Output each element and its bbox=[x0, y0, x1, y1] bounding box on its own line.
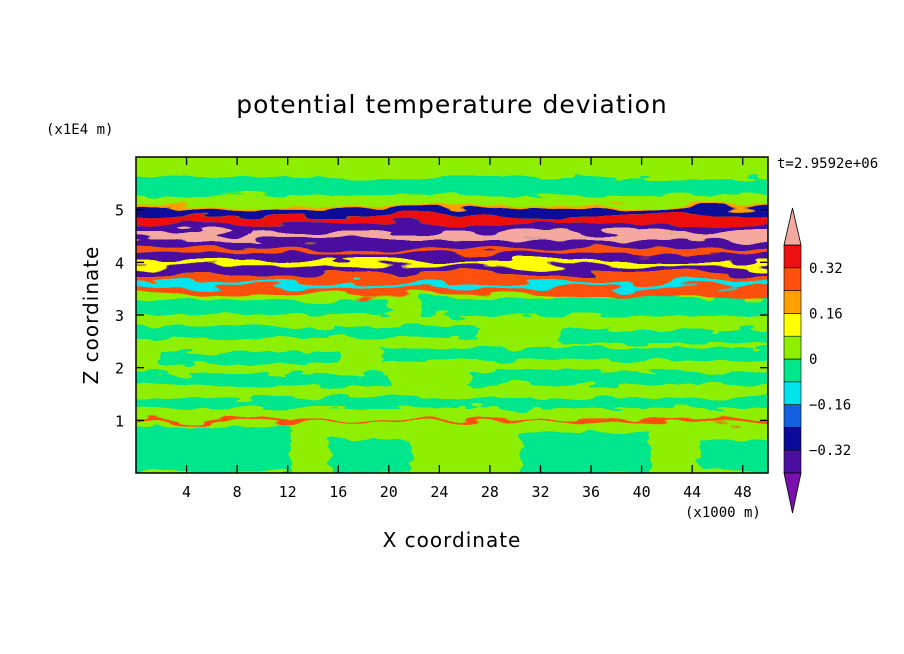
colorbar-segment bbox=[783, 404, 802, 428]
field-patch bbox=[136, 427, 290, 473]
contour-band bbox=[136, 261, 768, 269]
x-tick-label: 16 bbox=[329, 483, 347, 501]
contour-band bbox=[136, 247, 768, 256]
colorbar: 0.32 0.16 0 −0.16 −0.32 bbox=[783, 207, 851, 514]
field-patch bbox=[136, 398, 768, 408]
field-patch bbox=[520, 432, 650, 473]
chart-title: potential temperature deviation bbox=[236, 90, 667, 119]
colorbar-tick-label: −0.16 bbox=[809, 398, 851, 414]
field-patch bbox=[380, 348, 768, 360]
x-tick-label: 4 bbox=[182, 483, 191, 501]
y-tick-label: 2 bbox=[115, 360, 124, 378]
colorbar-tick-label: 0 bbox=[809, 352, 817, 368]
contour-band bbox=[136, 282, 768, 290]
y-axis: 1 2 3 4 5 bbox=[115, 202, 768, 430]
x-tick-label: 28 bbox=[481, 483, 499, 501]
time-label: t=2.9592e+06 bbox=[777, 156, 878, 172]
y-tick-label: 4 bbox=[115, 254, 124, 272]
field-texture bbox=[136, 178, 768, 473]
x-tick-label: 12 bbox=[279, 483, 297, 501]
contour-band bbox=[136, 208, 768, 217]
x-axis-label: X coordinate bbox=[383, 528, 522, 552]
colorbar-bottom-arrow bbox=[783, 472, 802, 514]
contour-band bbox=[136, 287, 768, 296]
colorbar-segment bbox=[783, 449, 802, 474]
colorbar-segment bbox=[783, 244, 802, 269]
y-tick-label: 1 bbox=[115, 412, 124, 430]
contour-band bbox=[136, 224, 768, 233]
field-patch bbox=[560, 330, 768, 344]
x-tick-label: 8 bbox=[233, 483, 242, 501]
field-patch bbox=[700, 440, 768, 473]
colorbar-top-arrow bbox=[783, 207, 802, 246]
x-tick-label: 24 bbox=[430, 483, 448, 501]
colorbar-segment bbox=[783, 335, 802, 360]
field-patch bbox=[136, 326, 480, 338]
field-patch bbox=[136, 178, 768, 196]
y-tick-label: 3 bbox=[115, 307, 124, 325]
colorbar-segment bbox=[783, 381, 802, 405]
y-axis-label: Z coordinate bbox=[79, 246, 103, 385]
colorbar-segment bbox=[783, 267, 802, 291]
colorbar-segment bbox=[783, 290, 802, 314]
x-tick-label: 40 bbox=[633, 483, 651, 501]
colorbar-tick-label: 0.32 bbox=[809, 261, 843, 277]
contour-band bbox=[136, 418, 768, 422]
field-patch bbox=[136, 300, 390, 314]
y-unit-label: (x1E4 m) bbox=[46, 122, 113, 138]
contour-band bbox=[136, 266, 768, 275]
x-tick-label: 32 bbox=[531, 483, 549, 501]
y-tick-label: 5 bbox=[115, 202, 124, 220]
field-patch bbox=[136, 374, 390, 386]
band-layer bbox=[136, 197, 768, 422]
field-patch bbox=[330, 440, 410, 473]
field-patch bbox=[160, 352, 340, 364]
contour-band bbox=[136, 253, 768, 262]
contour-band bbox=[136, 216, 768, 225]
colorbar-segment bbox=[783, 313, 802, 337]
plot-field bbox=[136, 157, 768, 473]
x-axis: 4 8 12 16 20 24 28 32 36 40 44 48 bbox=[182, 157, 752, 501]
colorbar-segment bbox=[783, 358, 802, 383]
x-tick-label: 20 bbox=[380, 483, 398, 501]
x-tick-label: 48 bbox=[734, 483, 752, 501]
field-patch bbox=[420, 298, 768, 316]
x-tick-label: 44 bbox=[683, 483, 701, 501]
colorbar-segment bbox=[783, 427, 802, 451]
x-tick-label: 36 bbox=[582, 483, 600, 501]
field-patch bbox=[470, 372, 768, 384]
contour-band bbox=[136, 197, 768, 206]
contour-band bbox=[136, 232, 768, 240]
x-unit-label: (x1000 m) bbox=[685, 505, 761, 521]
contour-band bbox=[136, 239, 768, 248]
colorbar-tick-label: 0.16 bbox=[809, 306, 843, 322]
contour-band bbox=[136, 274, 768, 283]
colorbar-tick-label: −0.32 bbox=[809, 443, 851, 459]
